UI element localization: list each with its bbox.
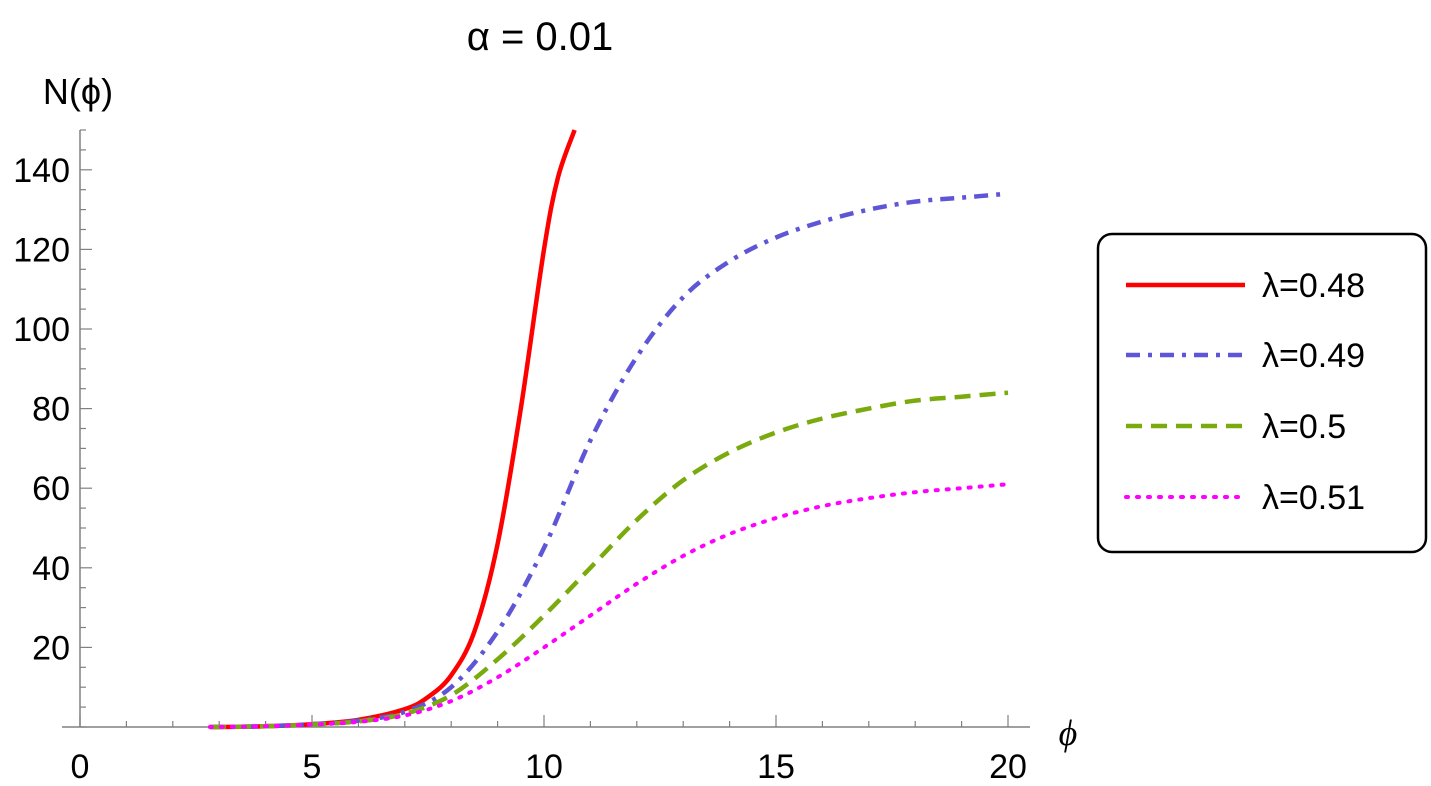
y-tick-label: 60 [32,470,70,508]
legend: λ=0.48 λ=0.49 λ=0.5 λ=0.51 [1096,232,1428,554]
legend-label-3: λ=0.5 [1262,408,1346,446]
x-tick-label: 15 [757,748,795,786]
y-axis-label: N(ϕ) [43,71,113,112]
x-tick-label: 5 [303,748,322,786]
x-axis-label: ϕ [1059,713,1078,753]
y-tick-label: 140 [13,152,70,190]
series-line-3 [209,390,1009,730]
axes: 0 5 10 15 20 20 40 60 80 100 120 140 [13,129,1030,786]
y-tick-label: 100 [13,311,70,349]
chart-title: α = 0.01 [467,15,614,59]
y-tick-label: 80 [32,391,70,429]
y-tick-label: 120 [13,231,70,269]
series-line-2 [209,191,1009,730]
legend-box [1096,232,1428,554]
legend-label-4: λ=0.51 [1262,479,1365,517]
x-tick-label: 10 [525,748,563,786]
legend-label-1: λ=0.48 [1262,267,1365,305]
x-tick-label: 0 [71,748,90,786]
y-tick-label: 40 [32,550,70,588]
x-tick-label: 20 [989,748,1027,786]
y-tick-label: 20 [32,629,70,667]
legend-label-2: λ=0.49 [1262,337,1365,375]
series-layer [207,129,1010,730]
series-line-4 [207,482,1010,729]
